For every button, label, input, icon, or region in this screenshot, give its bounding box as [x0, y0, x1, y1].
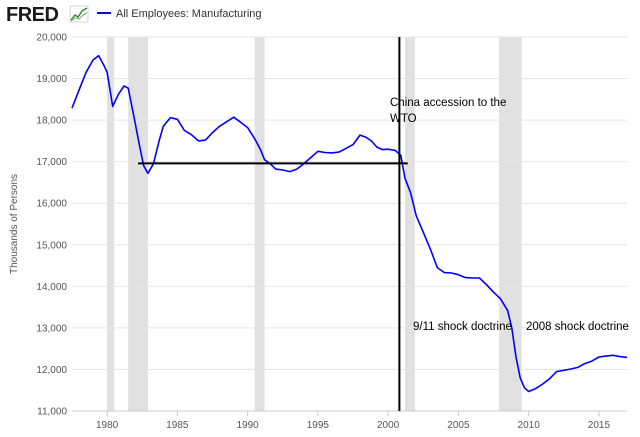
annotation-911-shock: 9/11 shock doctrine [413, 321, 512, 333]
recession-band-2 [254, 37, 265, 411]
y-tick-label-12000: 12,000 [36, 365, 67, 376]
recession-band-4 [499, 37, 522, 411]
y-tick-label-17000: 17,000 [36, 157, 67, 168]
x-tick-label-2000: 2000 [377, 420, 400, 431]
series-layer [71, 54, 628, 393]
recession-band-1 [128, 37, 148, 411]
x-tick-label-2005: 2005 [447, 420, 470, 431]
y-tick-label-20000: 20,000 [36, 33, 67, 44]
y-tick-label-19000: 19,000 [36, 74, 67, 85]
y-tick-label-14000: 14,000 [36, 282, 67, 293]
series-line-0 [71, 54, 628, 393]
legend-label: All Employees: Manufacturing [116, 8, 262, 20]
x-axis-ticks: 1980 1985 1990 1995 2000 2005 2010 2015 [96, 411, 610, 431]
y-axis-ticks: 11,000 12,000 13,000 14,000 15,000 16,000 17,0… [36, 33, 67, 418]
x-tick-label-1995: 1995 [307, 420, 330, 431]
recession-bands [107, 37, 522, 411]
x-tick-label-1990: 1990 [237, 420, 260, 431]
annotation-2008-shock: 2008 shock doctrine [526, 321, 629, 333]
fred-logo[interactable]: FRED [6, 4, 89, 26]
x-tick-label-2015: 2015 [588, 420, 611, 431]
fred-logo-text: FRED [6, 4, 59, 26]
annotation-wto-line2: WTO [390, 113, 417, 125]
fred-logo-icon [69, 5, 89, 23]
y-tick-label-15000: 15,000 [36, 240, 67, 251]
recession-band-3 [405, 37, 415, 411]
reference-lines [138, 37, 408, 411]
x-tick-label-2010: 2010 [518, 420, 541, 431]
y-tick-label-18000: 18,000 [36, 116, 67, 127]
x-tick-label-1985: 1985 [166, 420, 189, 431]
y-tick-label-11000: 11,000 [37, 407, 67, 418]
y-axis-label: Thousands of Persons [9, 174, 20, 274]
grid-lines [72, 36, 627, 370]
legend: All Employees: Manufacturing [97, 8, 262, 20]
y-tick-label-16000: 16,000 [36, 199, 67, 210]
recession-band-0 [107, 37, 115, 411]
x-tick-label-1980: 1980 [96, 420, 119, 431]
annotation-wto-line1: China accession to the [390, 97, 506, 109]
y-tick-label-13000: 13,000 [36, 323, 67, 334]
